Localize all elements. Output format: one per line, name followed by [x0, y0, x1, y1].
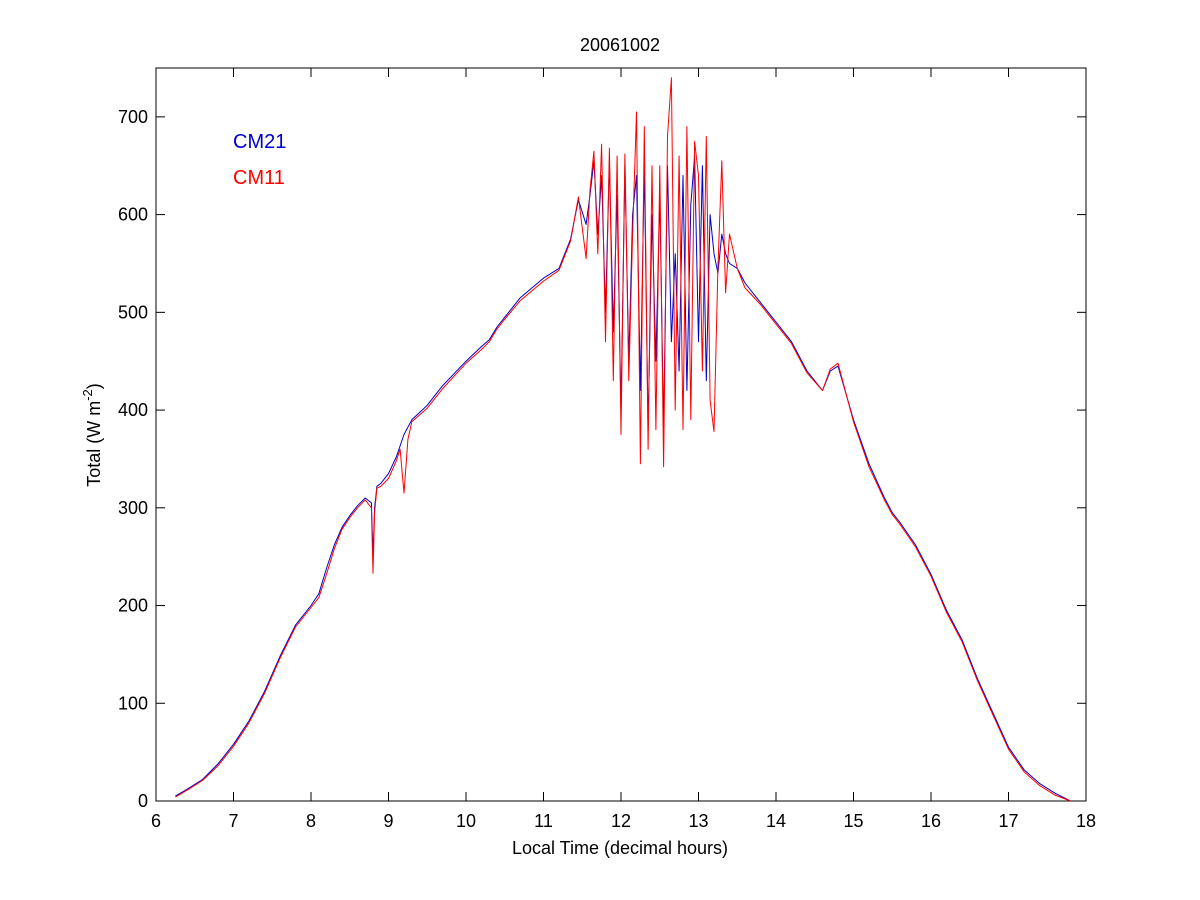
- y-tick-label: 500: [118, 302, 148, 322]
- x-tick-label: 6: [151, 811, 161, 831]
- x-tick-label: 11: [534, 811, 553, 831]
- y-tick-label: 700: [118, 107, 148, 127]
- y-axis-label-main: Total (W m: [84, 401, 104, 487]
- y-tick-label: 0: [138, 791, 148, 811]
- x-tick-label: 16: [921, 811, 941, 831]
- y-axis-label: Total (W m-2): [80, 383, 104, 487]
- y-tick-label: 400: [118, 400, 148, 420]
- legend-cm21: CM21: [233, 131, 286, 153]
- x-axis-ticks: 6 7 8 9 10 11 12 13 14 15 16 17 18: [151, 68, 1096, 831]
- x-tick-label: 15: [843, 811, 863, 831]
- x-tick-label: 13: [688, 811, 708, 831]
- x-tick-label: 10: [456, 811, 476, 831]
- series-line-cm11: [175, 77, 1071, 802]
- x-tick-label: 14: [766, 811, 786, 831]
- series-layer: [175, 77, 1071, 802]
- y-axis-label-close: ): [84, 383, 104, 389]
- y-tick-label: 300: [118, 498, 148, 518]
- y-axis-label-superscript: -2: [80, 389, 95, 401]
- y-axis-ticks: 0 100 200 300 400 500 600 700: [118, 107, 1086, 811]
- x-tick-label: 12: [611, 811, 631, 831]
- x-axis-label: Local Time (decimal hours): [512, 838, 728, 858]
- y-tick-label: 200: [118, 596, 148, 616]
- x-tick-label: 18: [1076, 811, 1096, 831]
- x-tick-label: 17: [998, 811, 1018, 831]
- y-tick-label: 600: [118, 205, 148, 225]
- legend-cm11: CM11: [233, 167, 285, 189]
- chart-title: 20061002: [580, 35, 660, 55]
- x-tick-label: 8: [306, 811, 316, 831]
- series-line-cm21: [175, 155, 1071, 802]
- x-tick-label: 9: [383, 811, 393, 831]
- y-tick-label: 100: [118, 693, 148, 713]
- x-tick-label: 7: [228, 811, 238, 831]
